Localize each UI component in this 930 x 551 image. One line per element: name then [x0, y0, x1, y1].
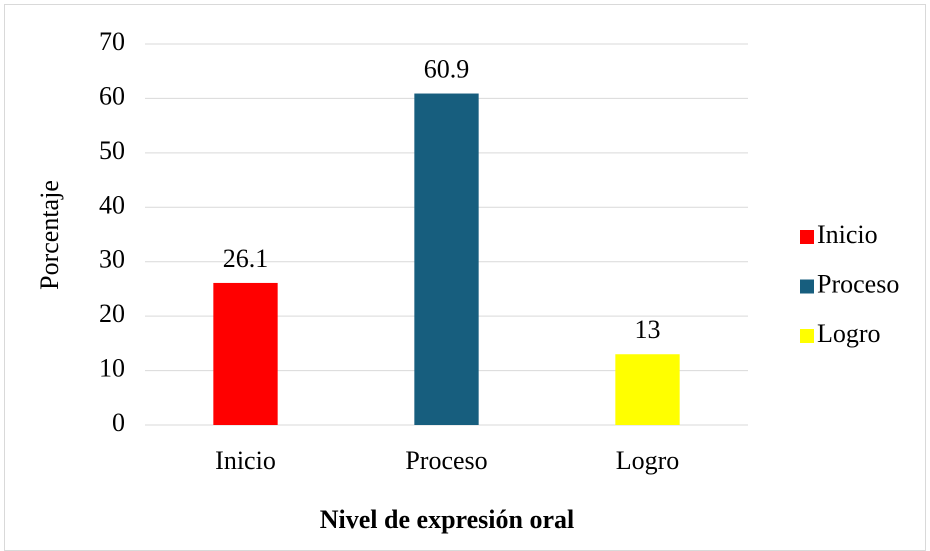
y-tick-label: 50 — [99, 136, 125, 165]
legend-swatch — [800, 279, 814, 294]
legend-swatch — [800, 230, 814, 244]
bar — [414, 93, 479, 425]
x-tick-label: Proceso — [405, 446, 487, 475]
y-axis-label: Porcentaje — [35, 180, 64, 290]
legend-label: Inicio — [817, 220, 878, 249]
legend-label: Proceso — [817, 269, 899, 298]
data-label: 26.1 — [223, 244, 269, 273]
y-tick-label: 0 — [112, 408, 125, 437]
x-tick-label: Logro — [616, 446, 680, 475]
bar — [213, 282, 278, 425]
legend-label: Logro — [817, 319, 881, 348]
y-tick-label: 40 — [99, 190, 125, 219]
y-tick-label: 60 — [99, 81, 125, 110]
data-label: 13 — [635, 315, 661, 344]
x-axis-label: Nivel de expresión oral — [320, 505, 574, 534]
bar — [615, 354, 680, 425]
x-tick-label: Inicio — [215, 446, 276, 475]
data-label: 60.9 — [424, 54, 470, 83]
y-tick-label: 30 — [99, 245, 125, 274]
legend-swatch — [800, 329, 814, 343]
y-tick-label: 70 — [99, 27, 125, 56]
y-tick-label: 10 — [99, 354, 125, 383]
y-tick-label: 20 — [99, 299, 125, 328]
